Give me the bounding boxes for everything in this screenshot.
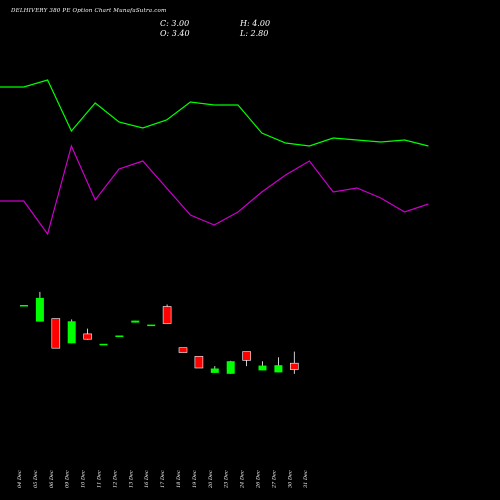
x-tick-label: 06 Dec: [49, 470, 55, 488]
open-value: O: 3.40: [160, 29, 190, 38]
x-tick-label: 16 Dec: [144, 470, 150, 488]
x-tick-label: 10 Dec: [81, 470, 87, 488]
x-tick-label: 18 Dec: [176, 470, 182, 488]
close-value: C: 3.00: [160, 19, 190, 28]
candle-body: [194, 356, 204, 369]
x-tick-label: 12 Dec: [112, 470, 118, 488]
x-axis-labels: 04 Dec 05 Dec 06 Dec 09 Dec 10 Dec 11 Dec 12 D…: [17, 470, 309, 489]
candle-body: [242, 351, 251, 361]
candle-body: [115, 335, 124, 337]
candles: [20, 291, 299, 374]
candle-body: [83, 333, 92, 340]
candle-body: [274, 365, 283, 373]
x-tick-label: 05 Dec: [33, 470, 39, 488]
x-tick-label: 17 Dec: [160, 470, 166, 488]
candle-body: [51, 318, 61, 349]
x-tick-label: 09 Dec: [65, 470, 71, 488]
x-tick-label: 19 Dec: [192, 470, 198, 488]
candle-body: [289, 362, 299, 370]
x-tick-label: 13 Dec: [128, 470, 134, 488]
overlay-lines: [0, 79, 429, 236]
candle-body: [99, 343, 108, 346]
x-tick-label: 26 Dec: [256, 470, 262, 489]
x-tick-label: 04 Dec: [17, 470, 23, 488]
chart-title: DELHIVERY 380 PE Option Chart MunafaSutr…: [11, 8, 167, 14]
x-tick-label: 20 Dec: [208, 470, 214, 489]
candle-body: [67, 321, 76, 344]
candle-body: [20, 305, 28, 307]
overlay-line-1: [0, 79, 429, 147]
high-value: H: 4.00: [240, 19, 271, 28]
candle-body: [210, 368, 219, 373]
candle-body: [35, 297, 44, 322]
candle-body: [162, 306, 172, 324]
x-tick-label: 30 Dec: [287, 470, 293, 488]
candle-body: [147, 324, 156, 327]
overlay-line-2: [0, 144, 429, 236]
candle-body: [258, 365, 267, 371]
candle-body: [178, 347, 188, 353]
low-value: L: 2.80: [240, 29, 269, 38]
x-tick-label: 27 Dec: [271, 470, 277, 489]
x-tick-label: 24 Dec: [240, 470, 246, 489]
x-tick-label: 31 Dec: [303, 470, 309, 488]
x-tick-label: 11 Dec: [97, 470, 103, 488]
candle-body: [226, 361, 235, 374]
candle-body: [131, 320, 140, 323]
x-tick-label: 23 Dec: [224, 470, 230, 489]
